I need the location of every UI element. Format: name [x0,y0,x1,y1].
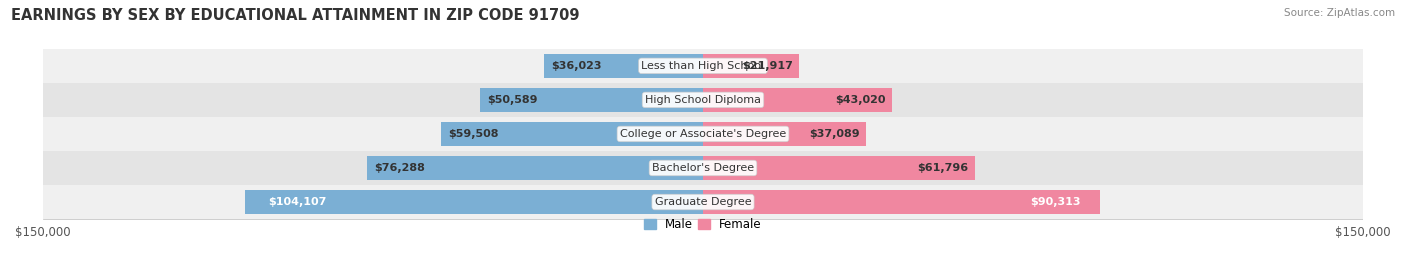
Text: Less than High School: Less than High School [641,61,765,71]
Text: $50,589: $50,589 [486,95,537,105]
Text: EARNINGS BY SEX BY EDUCATIONAL ATTAINMENT IN ZIP CODE 91709: EARNINGS BY SEX BY EDUCATIONAL ATTAINMEN… [11,8,579,23]
Text: $43,020: $43,020 [835,95,886,105]
Bar [42,151,1364,185]
Text: $59,508: $59,508 [447,129,498,139]
Bar [703,54,800,78]
Text: $76,288: $76,288 [374,163,425,173]
Bar [42,83,1364,117]
Bar [703,156,974,180]
Bar [42,185,1364,219]
Bar [245,190,703,214]
Bar [703,88,893,112]
Text: Bachelor's Degree: Bachelor's Degree [652,163,754,173]
Legend: Male, Female: Male, Female [640,213,766,236]
Text: $21,917: $21,917 [742,61,793,71]
Text: $36,023: $36,023 [551,61,602,71]
Bar [367,156,703,180]
Text: High School Diploma: High School Diploma [645,95,761,105]
Text: $104,107: $104,107 [267,197,326,207]
Text: $37,089: $37,089 [808,129,859,139]
Bar [42,49,1364,83]
Text: College or Associate's Degree: College or Associate's Degree [620,129,786,139]
Text: Graduate Degree: Graduate Degree [655,197,751,207]
Bar [703,122,866,146]
Text: $90,313: $90,313 [1031,197,1081,207]
Bar [42,117,1364,151]
Bar [544,54,703,78]
Bar [441,122,703,146]
Bar [481,88,703,112]
Text: $61,796: $61,796 [917,163,969,173]
Bar [703,190,1101,214]
Text: Source: ZipAtlas.com: Source: ZipAtlas.com [1284,8,1395,18]
